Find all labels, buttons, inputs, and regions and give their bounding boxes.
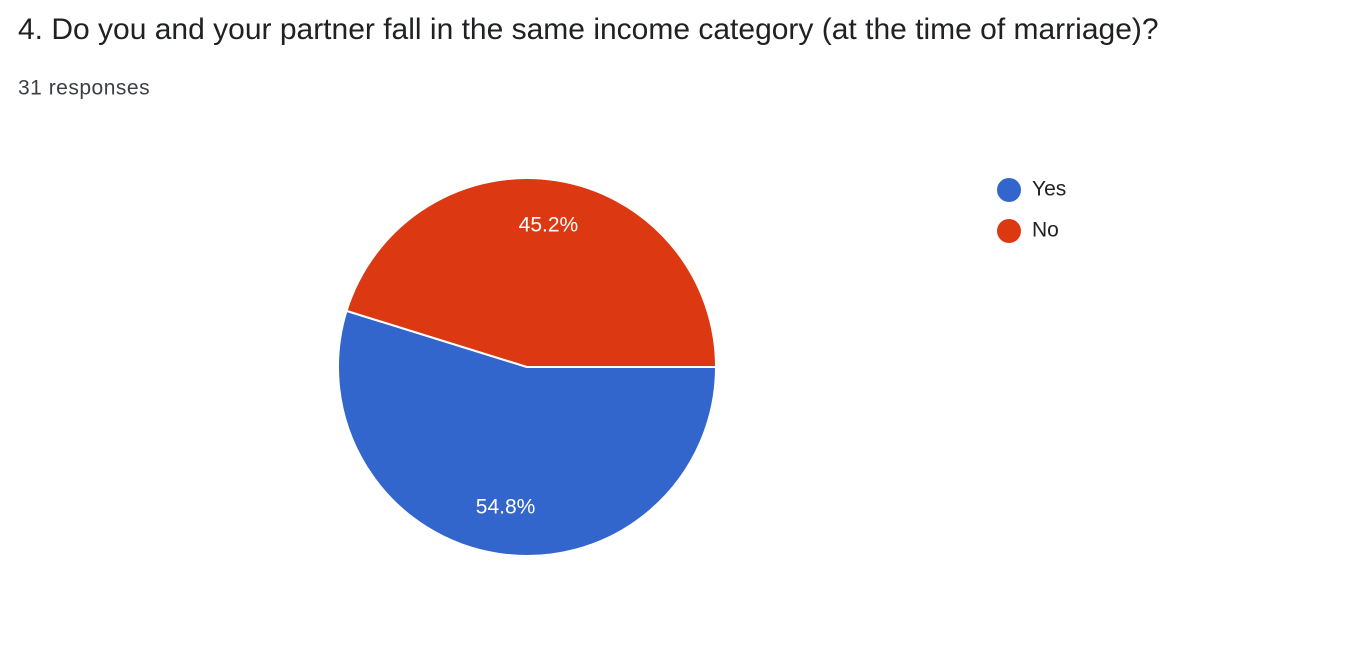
chart-subtitle: 31 responses <box>18 77 150 100</box>
value-label: 54.8% <box>476 496 536 519</box>
pie-slice <box>345 177 718 368</box>
value-label: 45.2% <box>519 213 579 236</box>
pie-slice <box>337 309 718 558</box>
legend-label: No <box>1032 219 1059 242</box>
legend-marker <box>997 219 1021 243</box>
legend-marker <box>997 178 1021 202</box>
legend-label: Yes <box>1032 178 1066 201</box>
chart-title: 4. Do you and your partner fall in the s… <box>18 13 1159 46</box>
